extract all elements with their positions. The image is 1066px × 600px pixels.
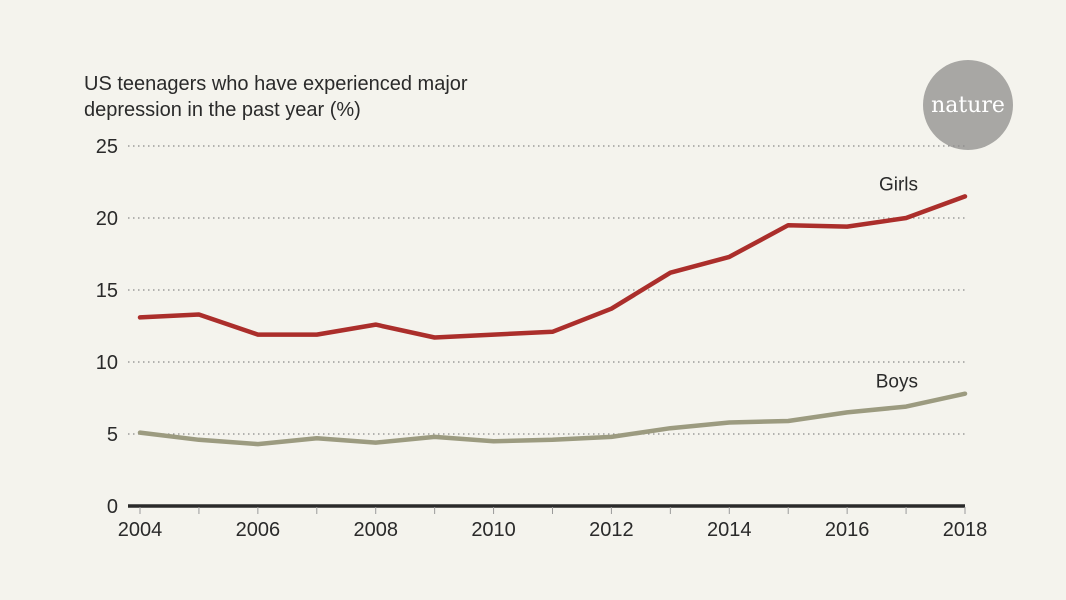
x-tick-label: 2004 [118, 519, 163, 541]
x-tick-label: 2018 [943, 519, 988, 541]
y-tick-label: 10 [96, 352, 118, 374]
logo-circle [923, 60, 1013, 150]
y-tick-label: 25 [96, 136, 118, 158]
chart-title-line-2: depression in the past year (%) [84, 99, 361, 121]
series-label-girls: Girls [879, 174, 918, 195]
chart-title: US teenagers who have experienced major … [84, 73, 468, 121]
y-tick-label: 15 [96, 280, 118, 302]
x-tick-label: 2014 [707, 519, 752, 541]
y-tick-label: 0 [107, 496, 118, 518]
y-tick-label: 5 [107, 424, 118, 446]
x-axis: 2004 2006 2008 2010 2012 2014 2016 2018 [118, 504, 988, 541]
series-line-girls [137, 194, 968, 340]
nature-logo: nature [923, 60, 1013, 150]
series-lines [137, 194, 968, 447]
x-tick-label: 2006 [236, 519, 281, 541]
series-label-boys: Boys [876, 372, 918, 393]
x-tick-label: 2010 [471, 519, 516, 541]
x-tick-label: 2016 [825, 519, 870, 541]
gridlines [128, 145, 965, 435]
y-tick-label: 20 [96, 208, 118, 230]
series-line-boys [137, 391, 968, 447]
x-tick-label: 2008 [353, 519, 398, 541]
series-labels: Girls Boys [876, 174, 918, 392]
y-axis-labels: 0 5 10 15 20 25 [96, 136, 118, 518]
logo-text: nature [931, 93, 1005, 118]
x-tick-label: 2012 [589, 519, 634, 541]
chart-title-line-1: US teenagers who have experienced major [84, 73, 468, 95]
